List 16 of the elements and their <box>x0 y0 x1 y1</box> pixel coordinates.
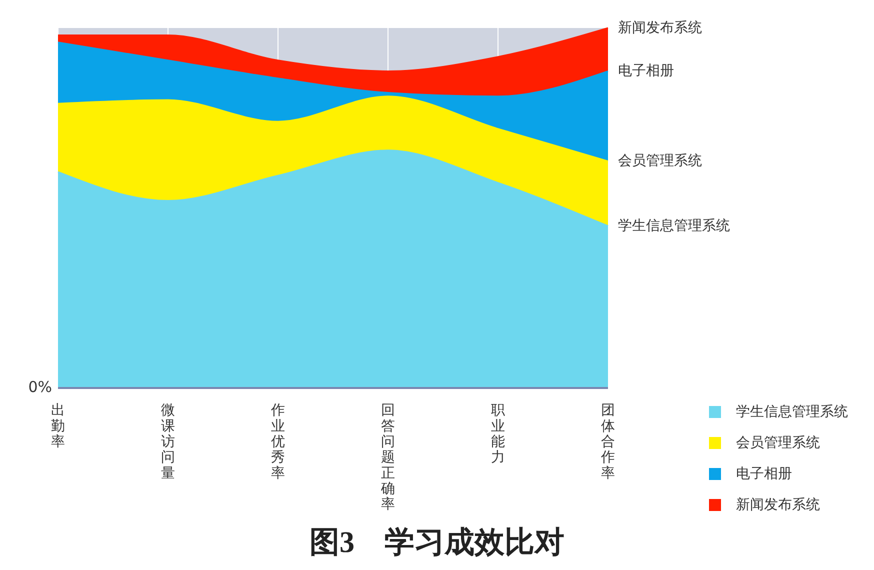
x-tick-label: 团体合作率 <box>600 402 615 482</box>
text: 新闻发布系统 <box>618 20 702 36</box>
x-tick-label: 职业能力 <box>491 402 505 466</box>
legend-label: 电子相册 <box>736 464 792 482</box>
text: 0% <box>28 378 52 396</box>
x-tick-label: 回答问题正确率 <box>380 402 395 513</box>
x-tick-label: 出勤率 <box>51 402 65 450</box>
legend-label: 学生信息管理系统 <box>736 402 848 420</box>
legend-label: 新闻发布系统 <box>736 496 820 514</box>
text: 学生信息管理系统 <box>618 218 730 234</box>
text: 电子相册 <box>618 63 674 80</box>
text: 会员管理系统 <box>618 153 702 170</box>
legend-label: 会员管理系统 <box>736 434 820 452</box>
x-tick-label: 微课访问量 <box>161 402 175 482</box>
x-tick-label: 作业优秀率 <box>270 402 285 482</box>
text: 图3 学习成效比对 <box>308 525 566 561</box>
